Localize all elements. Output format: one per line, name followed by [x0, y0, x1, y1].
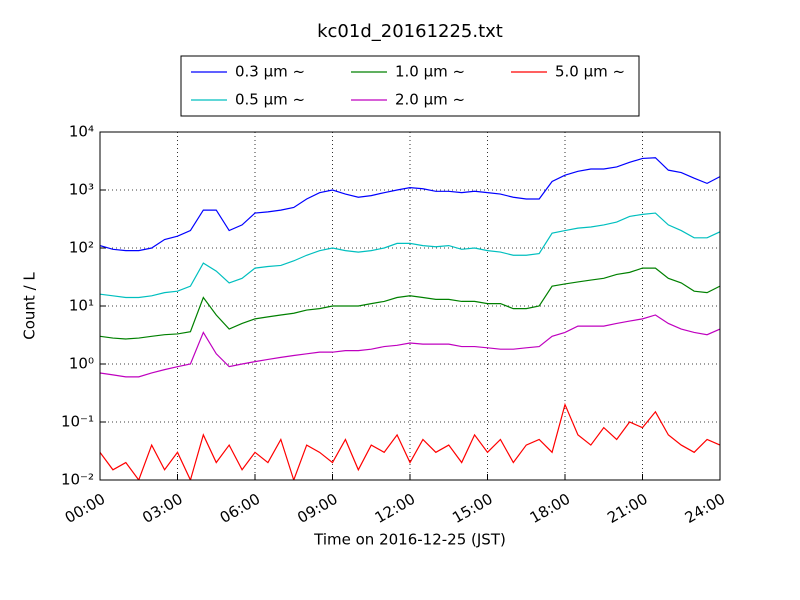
y-tick-label: 10⁴	[69, 123, 94, 141]
legend-label: 0.5 μm ~	[235, 91, 305, 109]
plot-frame	[99, 131, 721, 481]
series-line	[100, 157, 720, 252]
legend-label: 1.0 μm ~	[395, 63, 465, 81]
legend: 0.3 μm ~ 0.5 μm ~ 1.0 μm ~ 2.0 μm ~ 5.0 μm ~	[180, 55, 640, 117]
legend-label: 2.0 μm ~	[395, 91, 465, 109]
x-axis-label: Time on 2016-12-25 (JST)	[313, 531, 506, 549]
y-tick-label: 10³	[69, 181, 94, 199]
y-tick-label: 10⁻²	[61, 471, 94, 489]
series-line	[100, 402, 720, 480]
y-tick-label: 10⁰	[69, 355, 94, 373]
y-axis-label: Count / L	[21, 272, 39, 340]
y-tick-label: 10¹	[69, 297, 94, 315]
series-line	[100, 314, 720, 378]
legend-box	[180, 55, 640, 117]
plot-area	[100, 157, 720, 480]
legend-label: 0.3 μm ~	[235, 63, 305, 81]
chart-title: kc01d_20161225.txt	[317, 21, 503, 42]
y-tick-label: 10²	[69, 239, 94, 257]
legend-label: 5.0 μm ~	[555, 63, 625, 81]
y-tick-label: 10⁻¹	[61, 413, 94, 431]
series-line	[100, 212, 720, 299]
series-line	[100, 267, 720, 340]
